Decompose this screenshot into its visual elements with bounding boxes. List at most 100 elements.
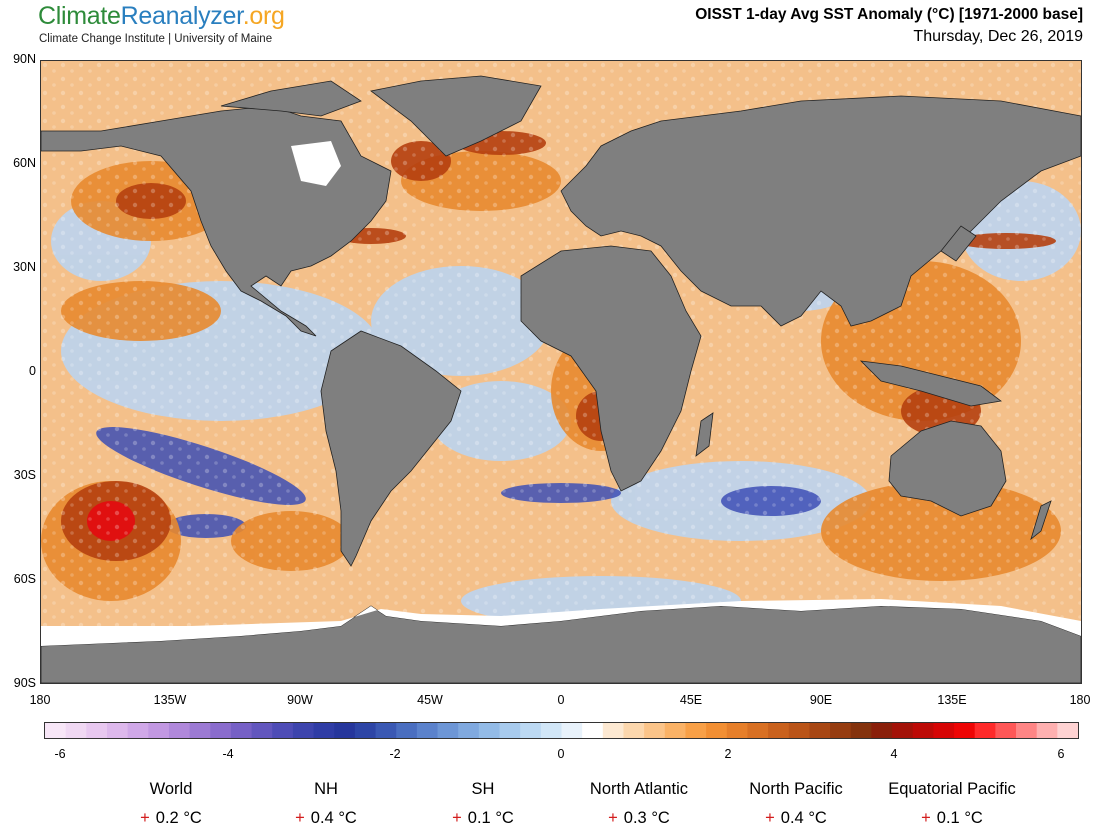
color-scale-swatch [644,723,666,738]
color-scale-swatch [520,723,542,738]
region-value: +0.2 °C [140,809,202,827]
lon-label-0: 0 [557,693,565,707]
color-scale-swatch [582,723,604,738]
region-name: World [149,780,193,798]
lat-label-60s: 60S [13,572,36,586]
color-scale-swatch [106,723,129,738]
color-scale-swatch [664,723,686,738]
region-name: SH [471,780,495,798]
lon-label-180e: 180 [1069,693,1091,707]
scale-label-neg4: -4 [222,747,234,761]
color-scale-swatch [830,723,852,738]
region-name: NH [314,780,338,798]
color-scale-swatch [809,723,831,738]
region-value: +0.1 °C [921,809,983,827]
logo-reanalyzer: Reanalyzer [120,2,243,30]
region-value: +0.4 °C [765,809,827,827]
color-scale-swatch [892,723,914,738]
scale-label-neg6: -6 [54,747,66,761]
color-scale-swatch [954,723,976,738]
color-scale-swatch [1036,723,1058,738]
region-world: World +0.2 °C [86,780,256,828]
color-scale-swatch [726,723,748,738]
color-scale-swatch [334,723,356,738]
color-scale-swatch [912,723,934,738]
region-name: North Atlantic [589,780,689,798]
color-scale-swatch [561,723,583,738]
color-scale-swatch [251,723,273,738]
color-scale-swatch [768,723,790,738]
landmass-madagascar [695,412,714,457]
color-scale-swatch [602,723,624,738]
lat-label-30n: 30N [13,260,36,274]
color-scale-swatch [292,723,315,738]
plus-sign: + [295,809,305,827]
sea-ice-south [41,599,1081,646]
plus-sign: + [765,809,775,827]
lat-label-90n: 90N [13,52,36,66]
scale-label-0: 0 [557,747,565,761]
color-scale-swatches [45,723,1079,738]
lon-label-180w: 180 [29,693,51,707]
scale-label-6: 6 [1057,747,1065,761]
region-sh: SH +0.1 °C [398,780,568,828]
region-equatorial-pacific: Equatorial Pacific +0.1 °C [867,780,1037,828]
landmass-australia [888,420,1007,517]
color-scale-swatch [499,723,521,738]
lon-label-135w: 135W [153,693,187,707]
lat-label-0: 0 [29,364,36,378]
landmass-south-america [320,330,462,567]
site-logo[interactable]: ClimateReanalyzer.org [38,2,285,31]
region-name: North Pacific [749,780,843,798]
color-scale-swatch [706,723,728,738]
color-scale-swatch [168,723,191,738]
landmass-japan [940,225,977,262]
color-scale-swatch [933,723,955,738]
site-subtitle: Climate Change Institute | University of… [39,33,273,45]
color-scale-swatch [1057,723,1079,738]
color-scale-swatch [623,723,645,738]
color-scale-swatch [127,723,149,738]
landmass-greenland [370,75,542,157]
lon-label-135e: 135E [937,693,967,707]
color-scale-swatch [871,723,893,738]
color-scale-swatch [458,723,480,738]
region-value: +0.1 °C [452,809,514,827]
color-scale-swatch [788,723,810,738]
color-scale-swatch [272,723,294,738]
scale-label-4: 4 [890,747,898,761]
color-scale-swatch [747,723,769,738]
lon-label-90w: 90W [287,693,313,707]
landmass-arctic-islands [220,80,362,117]
scale-label-2: 2 [724,747,732,761]
region-name: Equatorial Pacific [888,780,1016,798]
lat-label-90s: 90S [13,676,36,690]
color-scale-swatch [313,723,335,738]
color-scale-swatch [230,723,253,738]
color-scale-swatch [354,723,377,738]
map-title: OISST 1-day Avg SST Anomaly (°C) [1971-2… [695,6,1083,23]
region-north-pacific: North Pacific +0.4 °C [711,780,881,828]
color-scale-swatch [45,723,67,738]
hudson-bay [291,141,341,186]
color-scale-swatch [437,723,459,738]
scale-label-neg2: -2 [389,747,401,761]
landmass-africa [520,245,702,492]
color-scale-swatch [995,723,1017,738]
color-scale-swatch [65,723,87,738]
color-scale-swatch [685,723,707,738]
plus-sign: + [452,809,462,827]
landmass-maritime-southeast-asia [859,360,1002,407]
sst-anomaly-map [40,60,1082,684]
lat-label-60n: 60N [13,156,36,170]
color-scale-swatch [86,723,108,738]
color-scale-swatch [540,723,562,738]
color-scale-bar [44,722,1079,739]
lon-label-45e: 45E [679,693,703,707]
logo-org: .org [242,2,285,30]
plus-sign: + [140,809,150,827]
color-scale-swatch [974,723,996,738]
color-scale-swatch [148,723,170,738]
lon-label-45w: 45W [417,693,443,707]
color-scale-swatch [478,723,501,738]
